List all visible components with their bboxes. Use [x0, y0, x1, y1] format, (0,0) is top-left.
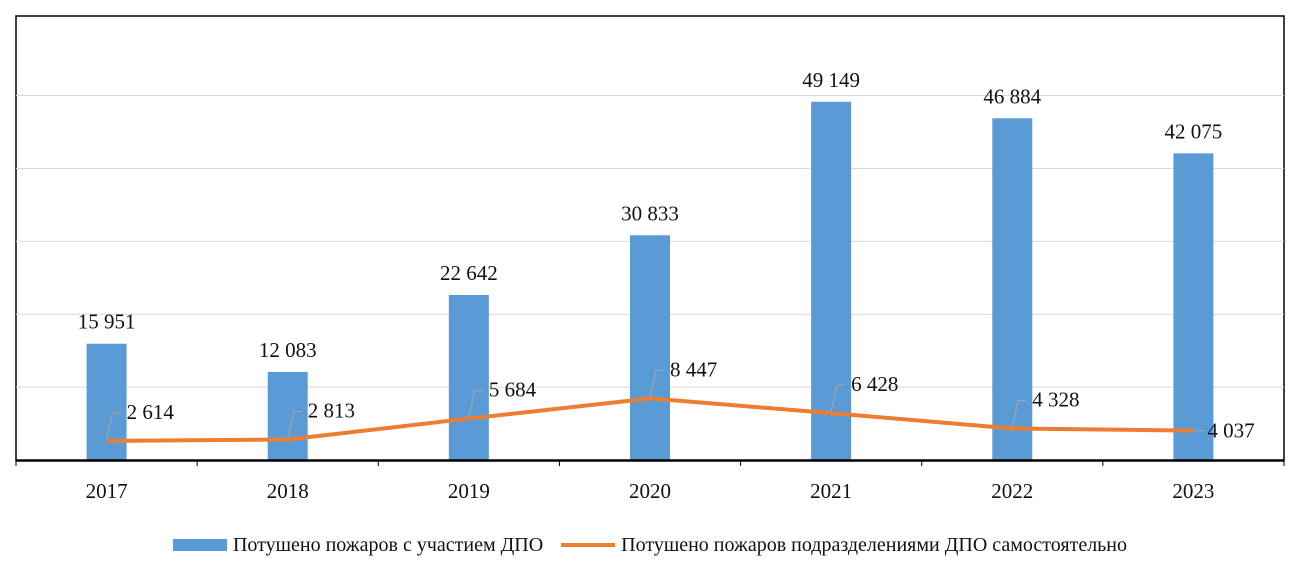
legend-label-bars: Потушено пожаров с участием ДПО	[232, 533, 544, 556]
bar-data-label: 42 075	[1165, 119, 1223, 143]
bar	[811, 101, 852, 461]
leader-line	[106, 412, 121, 440]
line-data-label: 2 813	[308, 398, 355, 422]
legend: Потушено пожаров с участием ДПО Потушено…	[0, 528, 1300, 562]
leader-line	[830, 384, 846, 412]
legend-item-bars[interactable]: Потушено пожаров с участием ДПО	[172, 533, 544, 557]
leader-line	[287, 410, 302, 438]
leader-line	[468, 390, 483, 417]
x-tick-label: 2021	[810, 479, 852, 503]
x-tick-label: 2022	[991, 479, 1033, 503]
bar-data-label: 49 149	[802, 68, 860, 92]
x-tick-label: 2020	[629, 479, 671, 503]
bar-data-label: 30 833	[621, 201, 679, 225]
bar-data-label: 22 642	[440, 261, 498, 285]
line-data-label: 5 684	[489, 378, 537, 402]
bar	[1173, 153, 1214, 461]
line-data-label: 4 037	[1207, 419, 1254, 443]
line-data-label: 4 328	[1032, 387, 1079, 411]
leader-line	[1011, 399, 1027, 427]
bar-data-label: 15 951	[78, 310, 136, 334]
line-data-label: 2 614	[127, 400, 175, 424]
x-tick-label: 2023	[1172, 479, 1214, 503]
legend-item-line[interactable]: Потушено пожаров подразделениями ДПО сам…	[561, 534, 1127, 557]
line-series	[106, 396, 1194, 443]
bar	[992, 118, 1033, 461]
leader-line	[649, 369, 664, 397]
x-tick-label: 2017	[86, 479, 128, 503]
x-tick-label: 2019	[448, 479, 490, 503]
bar	[448, 294, 489, 460]
legend-swatch-bar	[172, 539, 227, 551]
bar-data-label: 12 083	[259, 338, 317, 362]
chart: 15 951 12 083 22 642 30 833 49 149 46 884 42 0…	[15, 15, 1285, 503]
data-labels: 15 951 12 083 22 642 30 833 49 149 46 884 42 0…	[78, 68, 1255, 443]
bar	[267, 371, 308, 460]
line-data-label: 8 447	[670, 357, 717, 381]
line-data-label: 6 428	[851, 372, 898, 396]
legend-swatch-line	[561, 543, 616, 547]
legend-label-line: Потушено пожаров подразделениями ДПО сам…	[621, 533, 1128, 556]
bar	[630, 235, 670, 460]
x-axis: 2017 2018 2019 2020 2021 2022 2023	[15, 459, 1285, 503]
bar-data-label: 46 884	[983, 84, 1041, 108]
x-tick-label: 2018	[267, 479, 309, 503]
